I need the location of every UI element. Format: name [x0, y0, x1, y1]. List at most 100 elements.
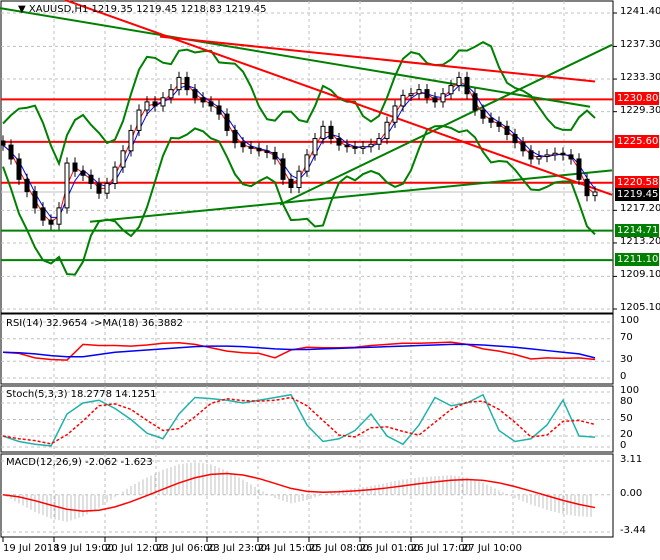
candle-body: [304, 154, 310, 172]
dropdown-icon[interactable]: ▼: [18, 4, 26, 15]
indicator-tick-label: 80: [620, 396, 633, 407]
candle-body: [280, 158, 286, 180]
candle-body: [8, 144, 14, 160]
candle-body: [104, 182, 110, 194]
candle-body: [64, 162, 70, 209]
candle-body: [520, 142, 526, 152]
candle-body: [216, 105, 222, 115]
candle-body: [472, 93, 478, 111]
indicator-tick-label: 0.00: [620, 487, 643, 499]
candle-body: [464, 76, 470, 95]
indicator-tick-label: 100: [620, 315, 640, 326]
candle-body: [272, 151, 278, 160]
rsi-line: [2, 341, 596, 361]
candle-body: [256, 147, 262, 152]
slow-ma: [2, 85, 596, 218]
panel-border-0: [0, 0, 614, 314]
candle-body: [288, 178, 294, 189]
candle-body: [424, 89, 430, 99]
candle-body: [112, 166, 118, 184]
time-tick-label: 20 Jul 12:00: [105, 543, 165, 554]
candle-body: [32, 191, 38, 209]
stoch-signal-line: [2, 396, 596, 445]
price-tick-label: 1209.10: [620, 269, 660, 281]
candle-body: [56, 207, 62, 225]
indicator-tick-label: 30: [620, 354, 633, 366]
price-tick-label: 1217.20: [620, 203, 660, 215]
indicator-tick-label: 50: [620, 412, 633, 424]
candle-body: [488, 117, 494, 123]
candle-body: [560, 152, 566, 156]
time-tick-label: 26 Jul 01:00: [360, 543, 420, 554]
candle-body: [152, 101, 158, 107]
time-tick-label: 27 Jul 10:00: [462, 543, 522, 554]
candle-body: [480, 109, 486, 119]
candle-body: [432, 97, 438, 103]
candle-body: [416, 89, 422, 95]
candle-body: [392, 105, 398, 123]
candle-body: [496, 121, 502, 127]
candle-body: [240, 142, 246, 148]
time-tick-label: 25 Jul 08:00: [309, 543, 369, 554]
candle-body: [16, 158, 22, 180]
time-tick-label: 24 Jul 15:00: [258, 543, 318, 554]
candle-body: [144, 101, 150, 111]
time-tick-label: 19 Jul 2018: [3, 543, 60, 554]
trendline-green-down: [0, 7, 591, 108]
candle-body: [376, 138, 382, 145]
candle-body: [176, 76, 182, 91]
price-tick-label: 1237.30: [620, 39, 660, 51]
candle-body: [40, 207, 46, 221]
candle-body: [208, 101, 214, 107]
candle-body: [504, 125, 510, 135]
price-tick-label: 1229.30: [620, 104, 660, 116]
candle-body: [344, 144, 350, 148]
level-tag-1230.80: 1230.80: [615, 92, 659, 106]
indicator-tick-label: 100: [620, 385, 640, 396]
candle-body: [200, 97, 206, 103]
stoch-title: Stoch(5,3,3) 18.2778 14.1251: [6, 389, 157, 400]
candle-body: [128, 129, 134, 152]
trendline-red-down: [64, 0, 613, 196]
candle-body: [592, 191, 598, 197]
candle-body: [72, 162, 78, 172]
level-tag-1225.60: 1225.60: [615, 134, 659, 148]
rsi-ma-line: [2, 343, 596, 359]
candle-body: [48, 219, 54, 225]
candle-body: [88, 174, 94, 184]
candle-body: [448, 85, 454, 95]
indicator-tick-label: 20: [620, 429, 633, 440]
panel-border-1: [0, 313, 614, 385]
indicator-tick-label: 0: [620, 440, 627, 451]
trendline-green-up: [279, 43, 613, 206]
ohlc-values: 1219.35 1219.45 1218.83 1219.45: [91, 4, 267, 15]
time-tick-label: 26 Jul 17:00: [411, 543, 471, 554]
candle-body: [408, 93, 414, 96]
indicator-tick-label: 3.11: [620, 454, 643, 465]
candle-body: [192, 89, 198, 99]
candle-body: [400, 94, 406, 107]
price-tick-label: 1205.10: [620, 302, 660, 313]
indicator-tick-label: 70: [620, 331, 633, 343]
macd-title: MACD(12,26,9) -2.062 -1.623: [6, 457, 153, 468]
candle-body: [528, 150, 534, 160]
panel-border-3: [0, 453, 614, 538]
candle-body: [184, 76, 190, 91]
candle-body: [120, 150, 126, 168]
time-tick-label: 19 Jul 19:00: [54, 543, 114, 554]
time-tick-label: 23 Jul 23:00: [207, 543, 267, 554]
candle-body: [576, 158, 582, 180]
time-tick-label: 23 Jul 06:00: [156, 543, 216, 554]
moving-average-red: [159, 35, 596, 83]
candle-body: [224, 113, 230, 131]
stoch-main-line: [2, 393, 596, 447]
candle-body: [568, 154, 574, 160]
candle-body: [320, 125, 326, 140]
bollinger-upper: [2, 41, 596, 167]
level-tag-1214.71: 1214.71: [615, 223, 659, 237]
price-tick-label: 1233.30: [620, 72, 660, 84]
candle-body: [328, 125, 334, 140]
trendline-green-support: [89, 169, 613, 223]
rsi-title: RSI(14) 32.9654 ->MA(18) 36.3882: [6, 318, 183, 329]
